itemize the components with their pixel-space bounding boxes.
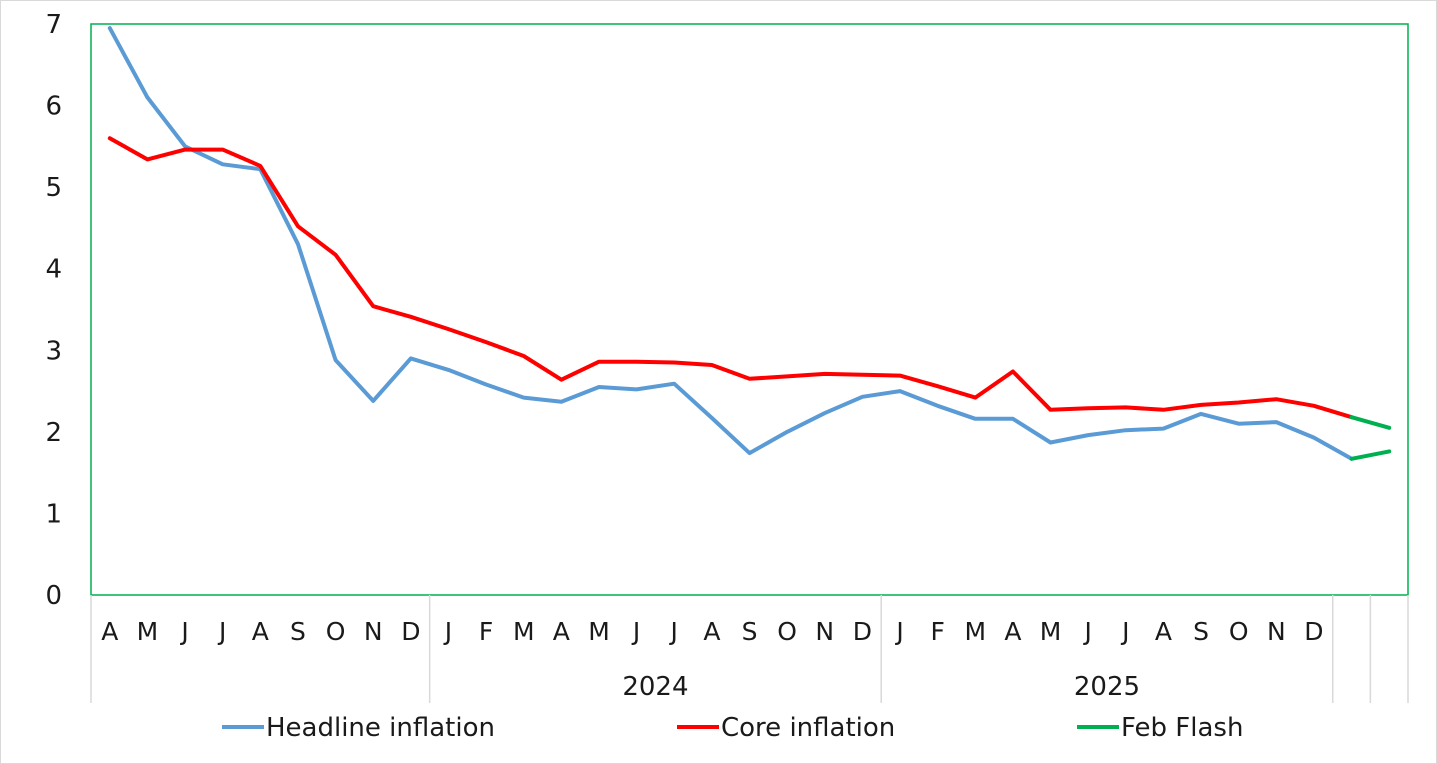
- x-tick-label: M: [513, 617, 535, 646]
- x-tick-label: A: [1155, 617, 1172, 646]
- x-tick-label: J: [217, 617, 226, 646]
- x-tick-label: S: [1193, 617, 1209, 646]
- x-tick-label: D: [1304, 617, 1323, 646]
- x-tick-label: D: [401, 617, 420, 646]
- y-tick-label: 5: [45, 173, 62, 203]
- x-tick-label: A: [703, 617, 720, 646]
- y-tick-label: 2: [45, 418, 62, 448]
- series-line-core-inflation: [107, 136, 1354, 420]
- y-tick-label: 3: [45, 336, 62, 366]
- x-tick-label: J: [1082, 617, 1091, 646]
- x-tick-label: N: [364, 617, 383, 646]
- x-tick-label: A: [553, 617, 570, 646]
- x-tick-label: S: [290, 617, 306, 646]
- x-tick-label: J: [669, 617, 678, 646]
- x-year-label: 2025: [1074, 672, 1140, 702]
- x-tick-label: D: [853, 617, 872, 646]
- series-line-headline-inflation: [107, 26, 1354, 461]
- x-tick-label: M: [588, 617, 610, 646]
- x-tick-label: F: [930, 617, 944, 646]
- x-tick-label: M: [137, 617, 159, 646]
- y-tick-label: 1: [45, 499, 62, 529]
- legend-label: Headline inflation: [266, 713, 495, 743]
- x-tick-label: M: [1040, 617, 1062, 646]
- x-tick-label: J: [631, 617, 640, 646]
- x-year-label: 2024: [622, 672, 688, 702]
- series-line-feb-flash: [1349, 415, 1392, 430]
- x-tick-label: O: [777, 617, 797, 646]
- x-tick-label: A: [101, 617, 118, 646]
- legend-label: Core inflation: [721, 713, 895, 743]
- x-tick-label: O: [326, 617, 346, 646]
- series-line-feb-flash: [1349, 449, 1392, 461]
- x-tick-label: J: [1120, 617, 1129, 646]
- x-tick-label: J: [894, 617, 903, 646]
- x-tick-label: N: [1267, 617, 1286, 646]
- x-tick-label: A: [1004, 617, 1021, 646]
- y-tick-label: 0: [45, 581, 62, 611]
- x-tick-label: M: [964, 617, 986, 646]
- plot-area-border: [90, 23, 1409, 596]
- x-tick-label: A: [252, 617, 269, 646]
- x-tick-label: N: [815, 617, 834, 646]
- x-tick-label: O: [1229, 617, 1249, 646]
- x-tick-label: J: [443, 617, 452, 646]
- x-tick-label: J: [179, 617, 188, 646]
- y-tick-label: 7: [45, 10, 62, 40]
- legend-label: Feb Flash: [1121, 713, 1243, 743]
- x-tick-label: F: [479, 617, 493, 646]
- y-tick-label: 6: [45, 92, 62, 122]
- x-tick-label: S: [742, 617, 758, 646]
- y-tick-label: 4: [45, 255, 62, 285]
